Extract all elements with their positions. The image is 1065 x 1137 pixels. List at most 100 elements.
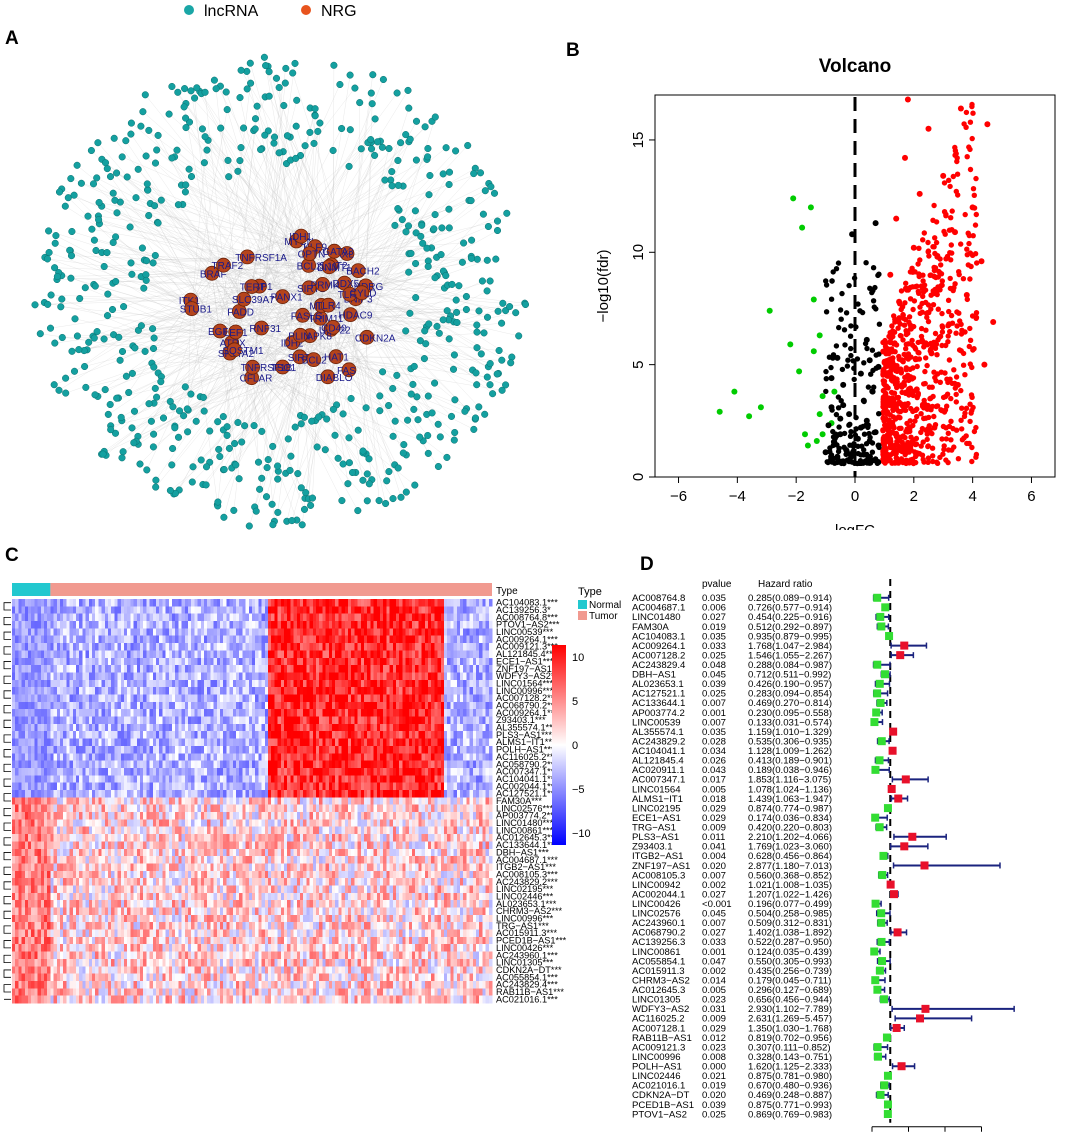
heatmap-cell (373, 613, 378, 622)
lncrna-node (410, 405, 418, 413)
heatmap-cell (357, 621, 362, 629)
heatmap-cell (79, 694, 83, 703)
heatmap-cell (373, 628, 378, 637)
heatmap-cell (207, 716, 211, 725)
heatmap-cell (376, 621, 381, 629)
volcano-point (867, 454, 873, 460)
heatmap-cell (373, 679, 378, 688)
heatmap-cell (140, 650, 144, 659)
heatmap-cell (338, 657, 342, 666)
heatmap-cell (204, 621, 208, 629)
heatmap-cell (319, 621, 323, 629)
heatmap-cell (274, 606, 278, 615)
lncrna-node (149, 325, 157, 333)
heatmap-cell (18, 613, 22, 622)
lncrna-node (151, 384, 159, 392)
heatmap-cell (242, 613, 246, 622)
heatmap-cell (133, 635, 138, 644)
lncrna-node (397, 493, 405, 501)
lncrna-node (498, 319, 506, 327)
heatmap-cell (165, 628, 170, 637)
heatmap-cell (165, 643, 170, 651)
lncrna-node (292, 154, 300, 162)
lncrna-node (426, 171, 434, 180)
legend-nrg-label: NRG (321, 3, 357, 20)
lncrna-node (246, 59, 254, 67)
heatmap-cell (152, 613, 157, 622)
heatmap-cell (124, 628, 128, 637)
heatmap-cell (213, 613, 218, 622)
heatmap-cell (418, 701, 422, 710)
heatmap-cell (31, 694, 35, 703)
network-edge (346, 253, 512, 358)
volcano-point (920, 278, 926, 284)
nrg-node-label: IDH1 (289, 232, 312, 243)
heatmap-cell (66, 687, 70, 695)
volcano-point (880, 388, 887, 394)
heatmap-cell (130, 621, 134, 629)
heatmap-cell (239, 694, 243, 703)
heatmap-cell (431, 621, 435, 629)
heatmap-cell (380, 679, 384, 688)
heatmap-cell (463, 672, 467, 681)
heatmap-cell (226, 679, 230, 688)
heatmap-cell (399, 679, 403, 688)
heatmap-cell (34, 694, 38, 703)
heatmap-cell (79, 709, 83, 717)
network-edge (91, 150, 262, 329)
heatmap-cell (191, 643, 195, 651)
heatmap-cell (146, 657, 150, 666)
heatmap-cell (396, 643, 400, 651)
lncrna-node (93, 328, 101, 336)
lncrna-node (253, 102, 261, 110)
volcano-point (863, 417, 870, 424)
network-edge (335, 284, 448, 357)
heatmap-cell (271, 716, 275, 725)
heatmap-cell (485, 716, 490, 725)
lncrna-node (109, 189, 117, 197)
network-edge (268, 71, 321, 319)
heatmap-cell (136, 621, 141, 629)
heatmap-cell (239, 635, 243, 644)
heatmap-cell (351, 679, 355, 688)
lncrna-node (224, 156, 232, 164)
heatmap-cell (111, 606, 115, 615)
heatmap-cell (101, 643, 106, 651)
heatmap-cell (101, 672, 106, 681)
heatmap-cell (460, 665, 464, 673)
heatmap-cell (332, 621, 336, 629)
heatmap-cell (389, 606, 394, 615)
heatmap-cell (408, 599, 413, 607)
heatmap-cell (216, 701, 221, 710)
heatmap-cell (188, 628, 192, 637)
heatmap-cell (450, 687, 454, 695)
heatmap-cell (165, 606, 170, 615)
lncrna-node (489, 390, 497, 398)
network-edge (151, 359, 314, 364)
network-edge (136, 335, 311, 442)
heatmap-cell (303, 694, 307, 703)
heatmap-cell (280, 606, 285, 615)
heatmap-cell (133, 672, 138, 681)
heatmap-cell (168, 694, 173, 703)
heatmap-cell (69, 628, 74, 637)
network-edge (220, 86, 283, 297)
network-edge (247, 256, 445, 289)
heatmap-cell (194, 599, 198, 607)
heatmap-cell (72, 687, 77, 695)
network-edge (251, 132, 311, 378)
heatmap-cell (415, 643, 419, 651)
heatmap-cell (178, 635, 182, 644)
heatmap-cell (130, 716, 134, 725)
heatmap-cell (412, 687, 416, 695)
heatmap-cell (456, 709, 461, 717)
network-edge (320, 227, 450, 319)
network-edge (85, 287, 235, 350)
heatmap-cell (245, 687, 250, 695)
heatmap-cell (463, 643, 467, 651)
volcano-point (833, 411, 840, 418)
heatmap-cell (399, 650, 403, 659)
heatmap-cell (181, 657, 186, 666)
heatmap-cell (418, 621, 422, 629)
heatmap-cell (312, 621, 317, 629)
